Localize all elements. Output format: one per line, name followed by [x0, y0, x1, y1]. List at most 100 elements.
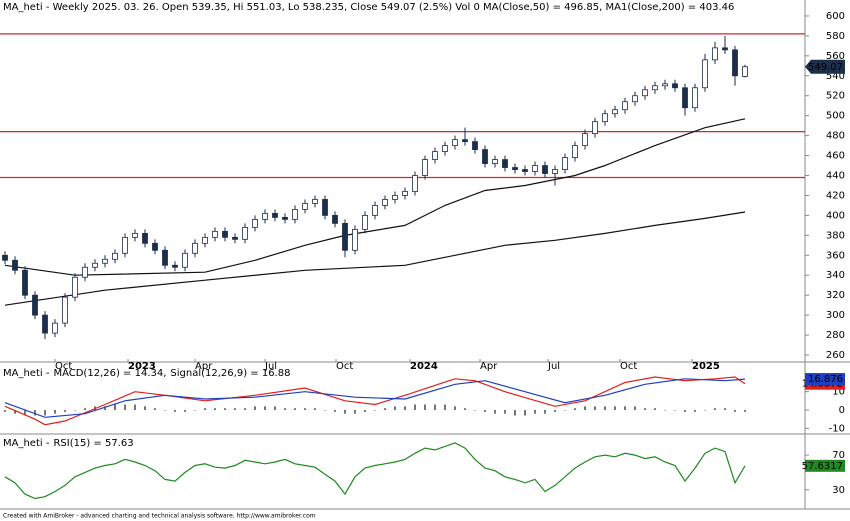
histogram-bar [354, 410, 356, 414]
candle-body [332, 215, 338, 224]
footer: Created with AmiBroker - advanced charti… [3, 513, 316, 520]
candle-body [572, 145, 578, 158]
indicator-line [4, 376, 746, 426]
candle-body [252, 218, 258, 228]
candle-body [102, 258, 108, 264]
y-tick-label: 520 [826, 91, 845, 102]
y-tick-label: 600 [826, 11, 845, 22]
candle-body [562, 157, 568, 170]
histogram-bar [474, 410, 476, 411]
histogram-bar [574, 408, 576, 410]
candle-body [302, 203, 308, 210]
histogram-bar [374, 410, 376, 411]
candle-body [212, 230, 218, 238]
histogram-bar [724, 408, 726, 410]
histogram-bar [744, 410, 746, 412]
histogram-bar [164, 410, 166, 411]
candle-body [32, 294, 38, 316]
histogram-bar [304, 408, 306, 410]
moving-average [4, 211, 746, 306]
histogram-bar [434, 404, 436, 410]
legend-label: RSI(15) = 57.63 [53, 438, 133, 449]
candle-body [142, 232, 148, 244]
y-tick-label: 540 [826, 71, 845, 82]
candle-body [612, 109, 618, 115]
histogram-bar [214, 408, 216, 410]
price-badge [805, 59, 845, 74]
candle-body [322, 199, 328, 216]
histogram-bar [344, 410, 346, 414]
candle-body [52, 322, 58, 334]
x-tick-label: Oct [55, 361, 72, 372]
x-tick-label: Oct [336, 361, 353, 372]
candle-body [292, 209, 298, 220]
candle-body [492, 159, 498, 164]
candle-body [672, 83, 678, 89]
histogram-bar [424, 404, 426, 410]
y-tick-label: 260 [826, 350, 845, 361]
y-tick-label: 30 [832, 485, 845, 496]
candle-body [192, 242, 198, 254]
y-tick-label: 560 [826, 51, 845, 62]
histogram-bar [704, 410, 706, 411]
y-tick-label: 580 [826, 31, 845, 42]
histogram-bar [284, 408, 286, 410]
candle-body [412, 175, 418, 192]
candle-body [362, 215, 368, 230]
y-tick-label: -10 [829, 423, 845, 434]
y-tick-label: 340 [826, 270, 845, 281]
candle-body [152, 242, 158, 251]
histogram-bar [444, 404, 446, 410]
y-tick-label: 300 [826, 310, 845, 321]
histogram-bar [154, 408, 156, 410]
candle-body [342, 222, 348, 251]
candle-body [552, 169, 558, 174]
candle-body [722, 47, 728, 51]
histogram-bar [604, 406, 606, 410]
y-tick-label: 280 [826, 330, 845, 341]
candle-body [742, 66, 748, 77]
candle-body [22, 269, 28, 296]
candle-body [262, 213, 268, 220]
price-badge-label: 549.07 [808, 62, 843, 73]
histogram-bar [174, 410, 176, 412]
y-tick-label: 460 [826, 151, 845, 162]
candle-body [82, 266, 88, 278]
histogram-bar [254, 406, 256, 410]
legend-label: MACD(12,26) = 14.34, [53, 368, 166, 379]
histogram-bar [674, 410, 676, 411]
candle-body [312, 199, 318, 204]
histogram-bar [234, 408, 236, 410]
y-tick-label: 440 [826, 171, 845, 182]
y-tick-label: 400 [826, 210, 845, 221]
y-tick-label: 70 [832, 450, 845, 461]
histogram-bar [134, 404, 136, 410]
value-badge [805, 459, 845, 472]
histogram-bar [34, 410, 36, 416]
y-tick-label: 500 [826, 111, 845, 122]
histogram-bar [684, 410, 686, 412]
candle-body [662, 83, 668, 87]
candle-body [532, 165, 538, 172]
panel-title: MA_heti - [3, 368, 50, 379]
histogram-bar [294, 408, 296, 410]
histogram-bar [514, 410, 516, 416]
histogram-bar [404, 406, 406, 410]
moving-average [4, 118, 746, 276]
histogram-bar [394, 406, 396, 410]
candle-body [712, 47, 718, 61]
candle-body [452, 139, 458, 147]
indicator-line [4, 442, 746, 500]
candle-body [2, 254, 8, 261]
histogram-bar [564, 410, 566, 411]
histogram-bar [194, 410, 196, 411]
panel-title: MA_heti - [3, 438, 50, 449]
histogram-bar [124, 404, 126, 410]
histogram-bar [544, 410, 546, 414]
histogram-bar [364, 410, 366, 412]
candle-body [382, 199, 388, 206]
candle-body [582, 133, 588, 147]
x-tick-label: Apr [195, 361, 213, 372]
value-badge [805, 373, 845, 386]
candle-body [652, 85, 658, 91]
